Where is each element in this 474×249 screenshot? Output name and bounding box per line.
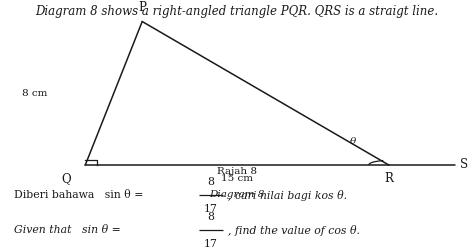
- Text: P: P: [138, 1, 146, 14]
- Text: 15 cm: 15 cm: [221, 174, 253, 183]
- Text: S: S: [460, 158, 468, 172]
- Text: 8 cm: 8 cm: [22, 89, 47, 98]
- Text: Q: Q: [62, 172, 71, 185]
- Text: 17: 17: [204, 239, 218, 249]
- Text: , find the value of cos θ.: , find the value of cos θ.: [228, 225, 360, 236]
- Text: Diberi bahawa   sin θ =: Diberi bahawa sin θ =: [14, 190, 144, 200]
- Text: Rajah 8: Rajah 8: [217, 167, 257, 176]
- Text: , cari nilai bagi kos θ.: , cari nilai bagi kos θ.: [228, 190, 347, 201]
- Text: θ: θ: [350, 137, 356, 146]
- Text: 8: 8: [208, 177, 214, 187]
- Text: 17: 17: [204, 204, 218, 214]
- Text: 8: 8: [208, 212, 214, 222]
- Text: Diagram 8: Diagram 8: [210, 190, 264, 199]
- Text: Diagram 8 shows a right-angled triangle PQR. QRS is a straigt line.: Diagram 8 shows a right-angled triangle …: [36, 5, 438, 18]
- Text: R: R: [384, 172, 393, 185]
- Text: Given that   sin θ =: Given that sin θ =: [14, 225, 121, 235]
